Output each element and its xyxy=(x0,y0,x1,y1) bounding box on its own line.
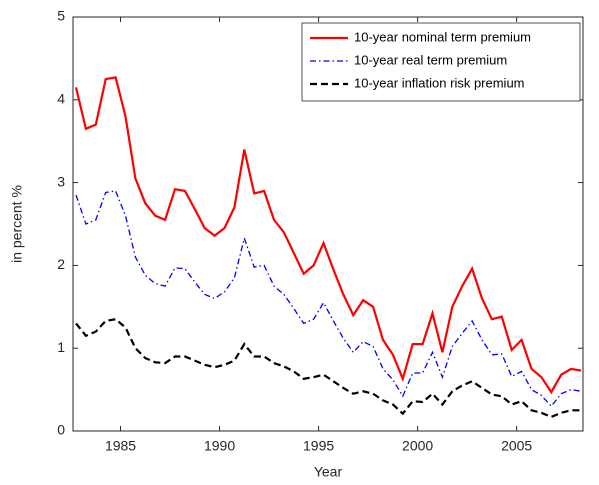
legend-label: 10-year inflation risk premium xyxy=(354,75,525,90)
y-tick-label: 0 xyxy=(57,422,65,438)
y-tick-label: 3 xyxy=(57,173,65,189)
y-tick-label: 4 xyxy=(57,91,65,107)
y-axis-label: in percent % xyxy=(9,185,25,263)
x-tick-label: 2000 xyxy=(402,438,433,454)
y-tick-label: 1 xyxy=(57,339,65,355)
legend-label: 10-year real term premium xyxy=(354,52,507,67)
x-tick-label: 1990 xyxy=(204,438,235,454)
series-line xyxy=(75,318,581,419)
plot-frame xyxy=(72,16,584,432)
legend-label: 10-year nominal term premium xyxy=(354,29,531,44)
y-tick-label: 2 xyxy=(57,256,65,272)
y-tick-label: 5 xyxy=(57,8,65,24)
x-tick-label: 1985 xyxy=(105,438,136,454)
series-line xyxy=(74,76,582,395)
x-axis-label: Year xyxy=(314,464,343,480)
x-tick-label: 1995 xyxy=(303,438,334,454)
series-line xyxy=(75,190,582,408)
legend-box xyxy=(301,22,581,102)
x-tick-label: 2005 xyxy=(501,438,532,454)
